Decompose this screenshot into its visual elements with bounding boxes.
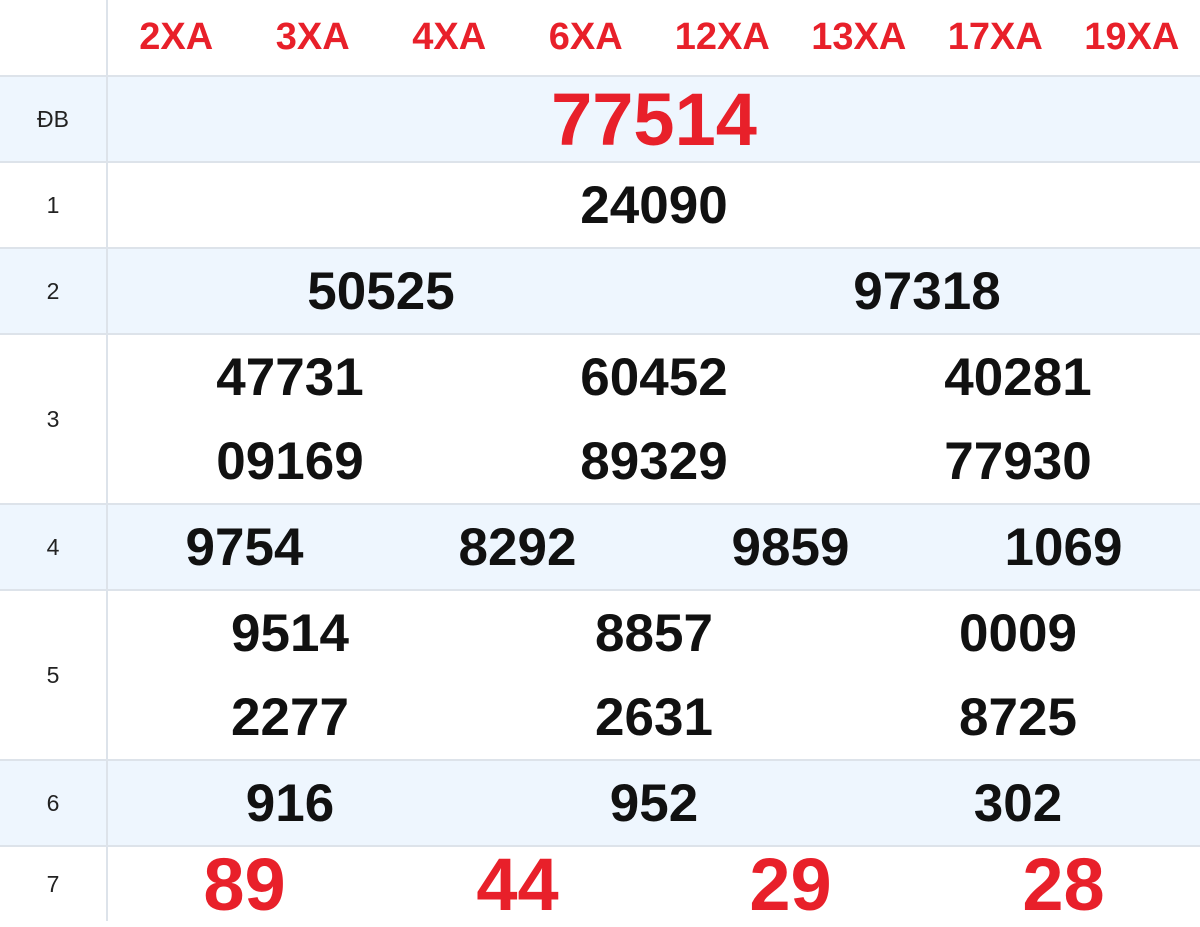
prize-number: 9754 [108, 505, 381, 589]
series-code: 3XA [245, 0, 382, 75]
prize-number: 8725 [836, 675, 1200, 759]
prize-label: 6 [0, 761, 108, 845]
series-code: 19XA [1064, 0, 1200, 75]
prize-number: 0009 [836, 591, 1200, 675]
series-code: 17XA [927, 0, 1064, 75]
prize-number: 1069 [927, 505, 1200, 589]
prize-number: 9514 [108, 591, 472, 675]
prize-number: 50525 [108, 249, 654, 333]
prize-label: 4 [0, 505, 108, 589]
prize-number: 302 [836, 761, 1200, 845]
prize-number: 24090 [108, 163, 1200, 247]
prize-number: 97318 [654, 249, 1200, 333]
prize-label: 5 [0, 591, 108, 759]
prize-number: 2277 [108, 675, 472, 759]
prize-number: 8857 [472, 591, 836, 675]
prize-label: 1 [0, 163, 108, 247]
prize-number: 916 [108, 761, 472, 845]
prize-number: 44 [381, 847, 654, 921]
prize-number: 8292 [381, 505, 654, 589]
prize-number: 47731 [108, 335, 472, 419]
series-code: 12XA [654, 0, 791, 75]
series-code: 6XA [518, 0, 655, 75]
prize-number: 9859 [654, 505, 927, 589]
prize-number: 77930 [836, 419, 1200, 503]
prize-label: 7 [0, 847, 108, 921]
prize-number: 40281 [836, 335, 1200, 419]
corner-cell [0, 0, 108, 75]
prize-label: ĐB [0, 77, 108, 161]
prize-number: 952 [472, 761, 836, 845]
series-code: 2XA [108, 0, 245, 75]
series-code: 13XA [791, 0, 928, 75]
prize-number: 89329 [472, 419, 836, 503]
prize-label: 2 [0, 249, 108, 333]
prize-number: 60452 [472, 335, 836, 419]
prize-number: 09169 [108, 419, 472, 503]
prize-number: 2631 [472, 675, 836, 759]
prize-number: 28 [927, 847, 1200, 921]
prize-number: 89 [108, 847, 381, 921]
series-code: 4XA [381, 0, 518, 75]
prize-number: 77514 [108, 77, 1200, 161]
prize-number: 29 [654, 847, 927, 921]
prize-label: 3 [0, 335, 108, 503]
